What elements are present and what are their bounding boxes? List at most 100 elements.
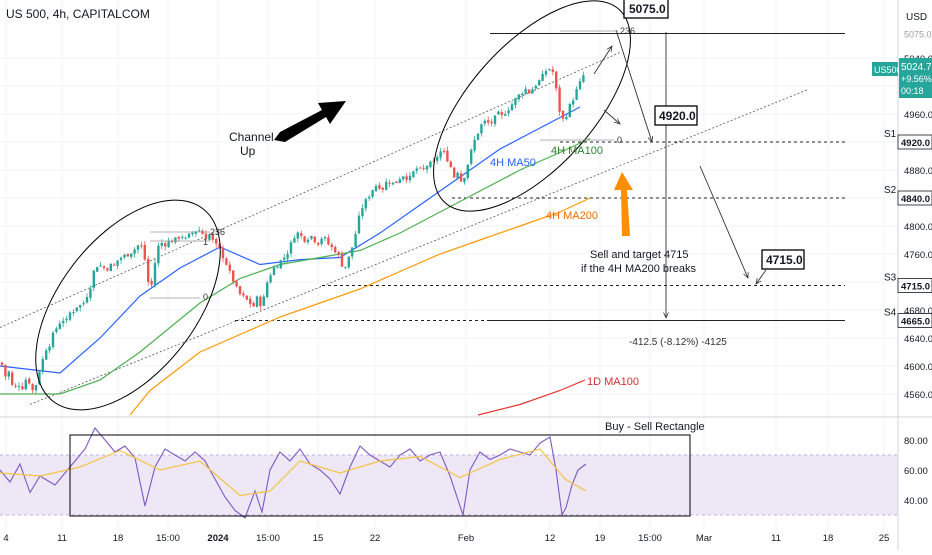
arrow-top-down — [615, 29, 652, 142]
candle-body — [561, 110, 565, 119]
target-box-4920[interactable] — [654, 105, 698, 126]
candle-body — [330, 244, 333, 247]
candle-body — [96, 267, 99, 272]
y-tick-label: 4640.00 — [904, 334, 932, 345]
candle-body — [184, 237, 187, 239]
candle-body — [466, 164, 469, 178]
candle-body — [116, 260, 119, 266]
target-box-4715[interactable] — [761, 249, 805, 270]
candle-body — [446, 150, 449, 162]
candle-body — [425, 166, 429, 170]
candle-body — [398, 179, 401, 183]
candle-body — [109, 263, 112, 272]
candle-body — [419, 167, 422, 169]
rsi-line — [0, 426, 587, 519]
candle-body — [48, 346, 51, 351]
rsi-tick-label: 60.00 — [904, 466, 928, 477]
channel-lower-line — [29, 89, 809, 405]
x-tick-label: 15:00 — [256, 533, 280, 544]
candle-body — [289, 242, 293, 254]
candle-body — [276, 267, 279, 269]
candle-body — [136, 245, 140, 250]
candle-body — [85, 297, 89, 303]
candle-body — [497, 111, 500, 115]
candle-body — [473, 139, 476, 151]
x-tick-label: 15:00 — [156, 533, 180, 544]
candle-body — [361, 208, 364, 216]
candle-body — [463, 178, 466, 183]
candle-body — [269, 275, 272, 283]
x-tick-label: 15:00 — [638, 533, 662, 544]
candle-body — [150, 280, 153, 285]
axis-label-box — [897, 190, 932, 206]
candle-body — [228, 264, 231, 271]
candle-body — [381, 187, 384, 190]
candle-body — [449, 161, 452, 168]
candle-body — [130, 253, 133, 257]
candle-body — [126, 253, 129, 257]
candle-body — [344, 266, 347, 268]
candle-body — [300, 233, 303, 236]
candle-body — [68, 312, 72, 320]
level-label-s4: S4 — [884, 308, 897, 319]
target-5075-text: 5075.0 — [629, 2, 666, 16]
buy-sell-rectangle — [69, 434, 691, 517]
candle-body — [354, 233, 357, 247]
candle-body — [201, 230, 204, 235]
candle-body — [4, 364, 7, 377]
fib-left-1-label: 1 — [203, 237, 208, 247]
candle-body — [41, 359, 44, 372]
candle-body — [296, 232, 299, 239]
candle-body — [51, 332, 55, 347]
candle-body — [459, 173, 463, 182]
candle-body — [395, 181, 398, 184]
candle-body — [198, 230, 201, 232]
candle-body — [572, 100, 575, 105]
candle-body — [28, 378, 31, 384]
y-tick-label: 4800.00 — [904, 222, 932, 233]
candle-body — [405, 176, 408, 180]
y-tick-label: 4560.00 — [904, 390, 932, 401]
candle-body — [310, 235, 313, 239]
ellipse-right — [433, 0, 631, 212]
ma200-arrow — [614, 172, 633, 236]
channel-label-1: Channel — [229, 130, 274, 144]
candle-body — [153, 263, 157, 286]
x-tick-label: 2024 — [207, 533, 229, 544]
y-tick-label: 4600.00 — [904, 362, 932, 373]
candle-body — [436, 157, 439, 161]
sell-text-1: Sell and target 4715 — [590, 249, 688, 261]
ma100-line — [0, 137, 591, 395]
y-tick-label: 4680.00 — [904, 306, 932, 317]
candle-body — [167, 240, 170, 248]
candle-body — [493, 115, 497, 125]
channel-label-2: Up — [240, 144, 256, 158]
fib-left-236-label: 236 — [210, 227, 225, 237]
candle-body — [507, 110, 510, 114]
arrow-to-4715 — [756, 269, 767, 284]
candle-body — [7, 371, 10, 377]
candle-body — [317, 242, 320, 245]
arrow-up-small — [593, 46, 612, 75]
candle-body — [75, 307, 78, 312]
candle-body — [327, 237, 330, 245]
x-tick-label: 22 — [370, 533, 381, 544]
candle-body — [221, 247, 225, 259]
candle-body — [17, 386, 21, 388]
ma200-label: 4H MA200 — [546, 210, 598, 222]
candle-body — [470, 149, 473, 164]
candle-body — [55, 328, 58, 332]
candle-body — [72, 312, 75, 314]
candle-body — [170, 240, 174, 243]
candle-body — [143, 244, 146, 260]
candle-body — [582, 75, 585, 82]
candle-body — [272, 267, 276, 276]
target-box-5075[interactable] — [623, 0, 669, 19]
candle-body — [521, 93, 524, 95]
candle-body — [504, 114, 507, 116]
candle-body — [238, 286, 242, 294]
candle-body — [286, 253, 289, 259]
candle-body — [544, 71, 548, 75]
ma50-line — [0, 106, 581, 374]
